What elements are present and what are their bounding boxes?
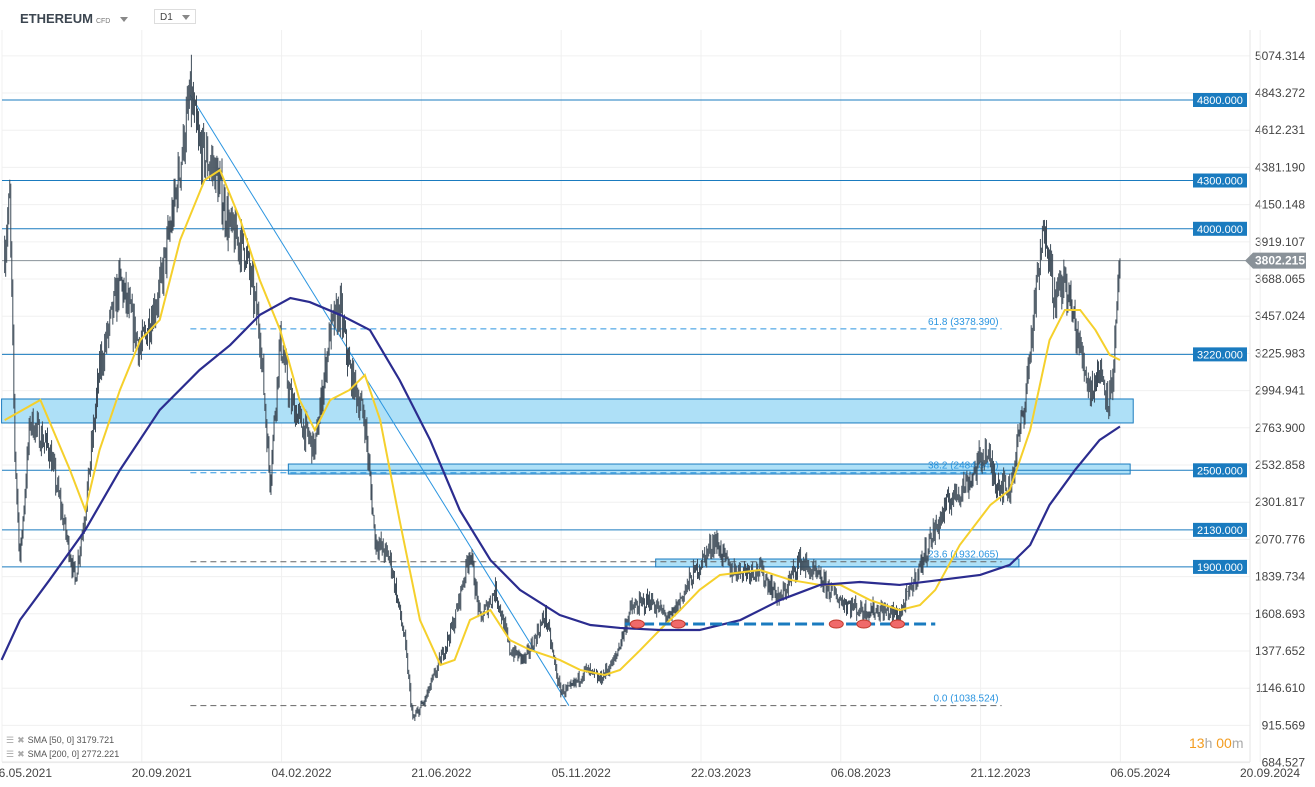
symbol-selector[interactable]: ETHEREUM CFD bbox=[20, 11, 129, 26]
x-tick-label: 21.06.2022 bbox=[411, 766, 471, 780]
level-price-label: 3220.000 bbox=[1197, 349, 1243, 361]
indicator-sma50[interactable]: ☰ ✖ SMA [50, 0] 3179.721 bbox=[6, 735, 114, 746]
y-tick-label: 2301.817 bbox=[1255, 495, 1305, 509]
y-tick-label: 4612.231 bbox=[1255, 123, 1305, 137]
y-tick-label: 2763.900 bbox=[1255, 421, 1305, 435]
y-tick-label: 1146.610 bbox=[1256, 681, 1305, 695]
y-tick-label: 1377.652 bbox=[1255, 644, 1305, 658]
support-touch-marker bbox=[670, 619, 686, 629]
close-icon[interactable]: ✖ bbox=[17, 735, 25, 745]
level-price-label: 1900.000 bbox=[1197, 562, 1243, 574]
y-tick-label: 915.569 bbox=[1262, 718, 1306, 732]
x-tick-label: 04.02.2022 bbox=[272, 766, 332, 780]
y-tick-label: 2070.776 bbox=[1255, 532, 1305, 546]
level-price-label: 4800.000 bbox=[1197, 95, 1243, 107]
symbol-name: ETHEREUM bbox=[20, 11, 93, 26]
level-price-label: 2500.000 bbox=[1197, 465, 1243, 477]
indicator-sma200[interactable]: ☰ ✖ SMA [200, 0] 2772.221 bbox=[6, 749, 119, 760]
y-tick-label: 4381.190 bbox=[1255, 160, 1305, 174]
level-price-badge bbox=[1193, 559, 1247, 574]
support-touch-marker bbox=[629, 619, 645, 629]
x-tick-label: 22.03.2023 bbox=[691, 766, 751, 780]
y-tick-label: 4843.272 bbox=[1255, 86, 1305, 100]
y-tick-label: 3919.107 bbox=[1255, 235, 1305, 249]
y-tick-label: 3457.024 bbox=[1255, 309, 1305, 323]
x-tick-label: 06.08.2023 bbox=[831, 766, 891, 780]
level-price-badge bbox=[1193, 522, 1247, 537]
indicator-label: SMA [200, 0] 2772.221 bbox=[27, 749, 120, 759]
candle-countdown: 13h 00m bbox=[1189, 735, 1244, 751]
y-tick-label: 2532.858 bbox=[1255, 458, 1305, 472]
sma200-line[interactable] bbox=[0, 296, 1121, 661]
level-price-badge bbox=[1193, 173, 1247, 188]
current-price-badge bbox=[1245, 252, 1306, 269]
level-price-badge bbox=[1193, 93, 1247, 107]
y-tick-label: 3688.065 bbox=[1255, 272, 1305, 286]
x-tick-label: 20.09.2024 bbox=[1240, 766, 1300, 780]
trendline[interactable] bbox=[189, 94, 570, 706]
level-price-label: 4000.000 bbox=[1197, 224, 1243, 236]
x-tick-label: 20.09.2021 bbox=[132, 766, 192, 780]
current-price-label: 3802.215 bbox=[1255, 254, 1305, 268]
symbol-type: CFD bbox=[95, 18, 111, 25]
y-tick-label: 684.527 bbox=[1262, 756, 1306, 770]
level-price-badge bbox=[1193, 347, 1247, 362]
fibonacci-level-label: 61.8 (3378.390) bbox=[928, 317, 999, 328]
close-icon[interactable]: ✖ bbox=[17, 749, 25, 759]
support-resistance-zone[interactable] bbox=[1, 398, 1134, 424]
y-tick-label: 1839.734 bbox=[1255, 570, 1305, 584]
timeframe-value: D1 bbox=[160, 12, 173, 23]
chevron-down-icon bbox=[120, 17, 129, 23]
level-price-label: 2130.000 bbox=[1197, 525, 1243, 537]
chevron-down-icon bbox=[182, 15, 190, 20]
fibonacci-level-label: 38.2 (2484.844) bbox=[928, 461, 999, 472]
y-tick-label: 2994.941 bbox=[1255, 384, 1305, 398]
x-tick-label: 05.11.2022 bbox=[552, 766, 611, 780]
fibonacci-level-label: 23.6 (1932.065) bbox=[928, 550, 999, 561]
y-tick-label: 5074.314 bbox=[1255, 49, 1305, 63]
settings-icon[interactable]: ☰ bbox=[6, 749, 15, 759]
y-tick-label: 3225.983 bbox=[1255, 346, 1305, 360]
x-tick-label: 06.05.2024 bbox=[1110, 766, 1170, 780]
y-tick-label: 1608.693 bbox=[1255, 607, 1305, 621]
support-touch-marker bbox=[890, 619, 906, 629]
support-touch-marker bbox=[828, 619, 844, 629]
x-tick-label: 06.05.2021 bbox=[0, 766, 52, 780]
support-touch-marker bbox=[856, 619, 872, 629]
chart-header: ETHEREUM CFD D1 bbox=[0, 0, 1315, 34]
level-price-label: 4300.000 bbox=[1197, 176, 1243, 188]
fibonacci-level-label: 0.0 (1038.524) bbox=[934, 694, 999, 705]
y-tick-label: 4150.148 bbox=[1255, 198, 1305, 212]
support-resistance-zone[interactable] bbox=[287, 463, 1131, 475]
sma50-line[interactable] bbox=[4, 168, 1121, 676]
level-price-badge bbox=[1193, 463, 1247, 478]
indicator-label: SMA [50, 0] 3179.721 bbox=[27, 735, 115, 745]
x-tick-label: 21.12.2023 bbox=[971, 766, 1031, 780]
level-price-badge bbox=[1193, 221, 1247, 236]
settings-icon[interactable]: ☰ bbox=[6, 735, 15, 745]
timeframe-select[interactable]: D1 bbox=[154, 9, 196, 24]
